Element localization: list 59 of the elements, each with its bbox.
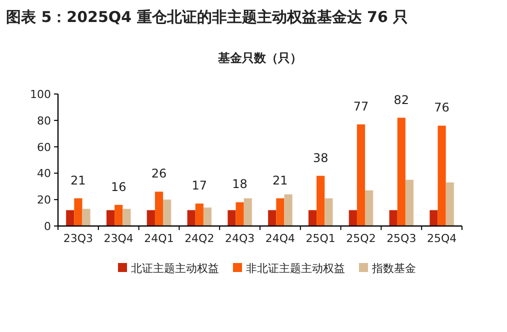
bar (356, 124, 366, 226)
x-tick-label: 24Q2 (184, 232, 214, 245)
bar (163, 200, 172, 226)
bar (203, 208, 212, 226)
bar (446, 182, 454, 226)
x-tick-label: 24Q1 (144, 232, 174, 245)
bar (430, 210, 438, 226)
chart-subtitle: 基金只数（只） (217, 51, 302, 65)
bar (365, 190, 374, 226)
bar (236, 202, 244, 226)
x-tick-label: 24Q4 (265, 232, 296, 245)
bar (284, 194, 292, 226)
x-tick-label: 25Q2 (346, 232, 376, 245)
data-label: 38 (312, 150, 328, 165)
x-tick-label: 24Q3 (224, 232, 255, 245)
bar (187, 210, 196, 226)
bar (316, 176, 325, 226)
bar (348, 210, 357, 226)
bar (154, 192, 164, 226)
bar (438, 126, 446, 226)
data-label: 18 (232, 177, 248, 192)
bar (268, 210, 276, 226)
x-tick-label: 23Q3 (63, 232, 94, 245)
data-label: 16 (110, 180, 126, 194)
bar (324, 198, 333, 226)
bar (405, 180, 414, 226)
bar (114, 204, 123, 226)
bar (66, 210, 74, 226)
y-tick-label: 20 (37, 194, 51, 207)
bar (308, 210, 317, 226)
data-label: 21 (70, 173, 86, 188)
y-tick-label: 0 (44, 220, 51, 233)
x-tick-label: 25Q4 (426, 232, 457, 245)
bar (397, 118, 406, 226)
x-tick-label: 25Q1 (306, 232, 336, 245)
y-tick-label: 80 (37, 114, 51, 128)
bar (389, 210, 398, 226)
x-tick-label: 25Q3 (386, 232, 416, 245)
bar (195, 204, 204, 226)
bar (82, 208, 90, 226)
data-label: 77 (353, 99, 369, 114)
bar (244, 198, 252, 226)
bar (228, 210, 236, 226)
data-label: 26 (151, 166, 167, 181)
bar (74, 198, 82, 226)
bar (106, 210, 115, 226)
legend-label: 指数基金 (371, 262, 416, 275)
chart-title: 图表 5：2025Q4 重仓北证的非主题主动权益基金达 76 只 (6, 8, 408, 26)
y-tick-label: 40 (37, 167, 51, 180)
x-tick-label: 23Q4 (104, 232, 134, 245)
data-label: 21 (272, 173, 288, 188)
data-label: 17 (192, 178, 208, 193)
data-label: 82 (394, 92, 410, 107)
data-label: 76 (434, 100, 450, 115)
bar (276, 198, 284, 226)
bar (122, 208, 131, 226)
bar (146, 210, 155, 226)
y-tick-label: 60 (37, 140, 51, 154)
y-tick-label: 100 (30, 88, 51, 101)
